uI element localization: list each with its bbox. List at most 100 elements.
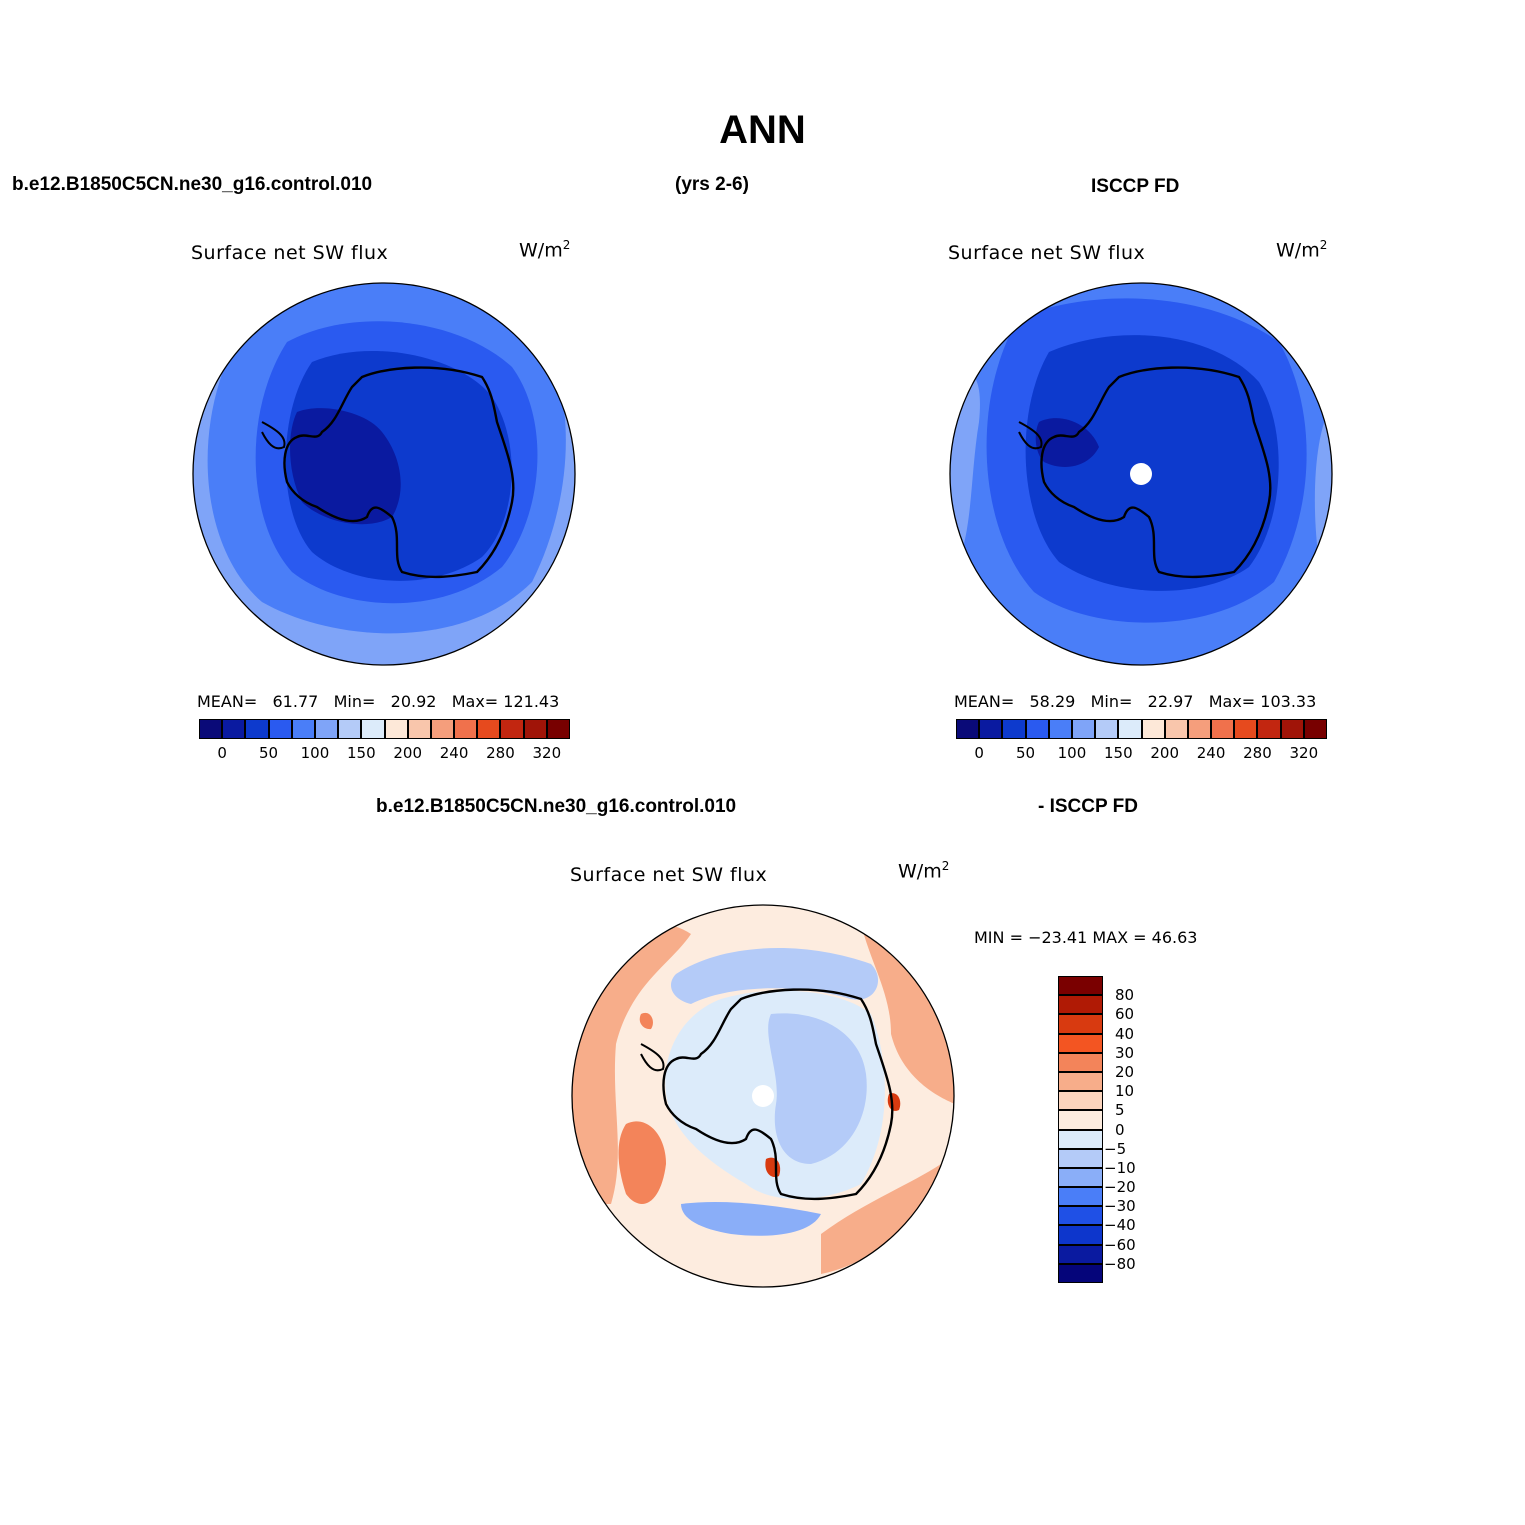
colorbar-cell: [1058, 1052, 1103, 1072]
colorbar-cell: [222, 719, 246, 739]
colorbar-cell: [1257, 719, 1281, 739]
colorbar-tick-label: 30: [1115, 1043, 1135, 1062]
panel1-colorbar-labels: 0 50 100 150 200 240 280 320: [199, 744, 570, 764]
colorbar-cell: [1211, 719, 1235, 739]
colorbar-cell: [1058, 1187, 1103, 1207]
panel3-minmax: MIN = −23.41 MAX = 46.63: [974, 928, 1198, 947]
panel3-antarctic-coastline: [662, 988, 894, 1201]
colorbar-cell: [477, 719, 501, 739]
colorbar-tick-label: 0: [1115, 1120, 1125, 1139]
colorbar-cell: [1058, 1263, 1103, 1283]
colorbar-cell: [407, 719, 431, 739]
panel2-antarctic-coastline: [1040, 366, 1272, 579]
colorbar-tick-label: 200: [1150, 744, 1179, 762]
colorbar-tick-label: 80: [1115, 986, 1135, 1005]
bottom-obs-label: - ISCCP FD: [1038, 796, 1138, 817]
colorbar-cell: [1095, 719, 1119, 739]
colorbar-tick-label: 320: [1289, 744, 1319, 762]
colorbar-cell: [546, 719, 570, 739]
panel2-mean-label: MEAN=: [954, 692, 1015, 711]
colorbar-cell: [523, 719, 547, 739]
colorbar-tick-label: 0: [974, 744, 984, 762]
units-power: 2: [941, 859, 950, 873]
colorbar-tick-label: −5: [1104, 1139, 1127, 1158]
panel2-stats: MEAN= 58.29 Min= 22.97 Max= 103.33: [954, 692, 1316, 711]
colorbar-cell: [1141, 719, 1165, 739]
colorbar-cell: [1164, 719, 1188, 739]
colorbar-cell: [1118, 719, 1142, 739]
colorbar-cell: [314, 719, 339, 739]
colorbar-tick-label: 20: [1115, 1062, 1135, 1081]
colorbar-tick-label: −60: [1104, 1235, 1136, 1254]
units-power: 2: [1319, 238, 1328, 252]
units-prefix: W/m: [519, 239, 563, 262]
panel2-units-label: W/m2: [1276, 238, 1327, 261]
colorbar-cell: [1187, 719, 1212, 739]
panel1-min-label: Min=: [333, 692, 376, 711]
units-prefix: W/m: [898, 860, 942, 883]
panel2-colorbar: [956, 719, 1327, 739]
colorbar-tick-label: −20: [1104, 1178, 1136, 1197]
panel3-colorbar: [1058, 976, 1103, 1283]
top-years-label: (yrs 2-6): [675, 174, 749, 195]
colorbar-tick-label: 50: [259, 744, 279, 762]
panel1-variable-label: Surface net SW flux: [191, 242, 389, 264]
panel1-colorbar: [199, 719, 570, 739]
colorbar-tick-label: 280: [1243, 744, 1272, 762]
panel2-min-value: 22.97: [1147, 692, 1194, 711]
panel1-min-value: 20.92: [390, 692, 437, 711]
colorbar-cell: [1058, 1014, 1103, 1034]
colorbar-tick-label: 280: [486, 744, 515, 762]
top-right-obs-label: ISCCP FD: [1091, 176, 1180, 197]
colorbar-cell: [1058, 1033, 1103, 1053]
panel2-min-label: Min=: [1090, 692, 1133, 711]
colorbar-cell: [1048, 719, 1072, 739]
colorbar-cell: [1280, 719, 1304, 739]
top-left-case-label: b.e12.B1850C5CN.ne30_g16.control.010: [12, 174, 373, 195]
units-prefix: W/m: [1276, 239, 1320, 262]
page-title: ANN: [719, 108, 806, 152]
panel3-polar-map: [571, 904, 955, 1288]
panel1-mean-label: MEAN=: [197, 692, 258, 711]
colorbar-cell: [268, 719, 292, 739]
panel1-max-label: Max=: [451, 692, 499, 711]
colorbar-cell: [1234, 719, 1258, 739]
colorbar-cell: [1058, 1110, 1103, 1130]
colorbar-cell: [1002, 719, 1026, 739]
panel2-variable-label: Surface net SW flux: [948, 242, 1146, 264]
colorbar-tick-label: 60: [1115, 1005, 1135, 1024]
panel1-antarctic-coastline: [283, 366, 515, 579]
colorbar-tick-label: −30: [1104, 1197, 1136, 1216]
colorbar-cell: [979, 719, 1003, 739]
colorbar-cell: [1058, 1167, 1103, 1188]
colorbar-cell: [1058, 1091, 1103, 1111]
colorbar-tick-label: 40: [1115, 1024, 1135, 1043]
colorbar-tick-label: 240: [439, 744, 469, 762]
panel1-mean-value: 61.77: [272, 692, 319, 711]
panel1-max-value: 121.43: [503, 692, 560, 711]
panel2-colorbar-labels: 0 50 100 150 200 240 280 320: [956, 744, 1327, 764]
colorbar-cell: [1058, 1206, 1103, 1226]
colorbar-cell: [338, 719, 362, 739]
colorbar-cell: [199, 719, 223, 739]
colorbar-cell: [454, 719, 478, 739]
colorbar-cell: [1058, 1225, 1103, 1245]
colorbar-tick-label: 5: [1115, 1101, 1125, 1120]
colorbar-cell: [291, 719, 315, 739]
colorbar-cell: [1058, 995, 1103, 1015]
colorbar-cell: [956, 719, 980, 739]
colorbar-tick-label: 50: [1016, 744, 1036, 762]
colorbar-cell: [1058, 1148, 1103, 1168]
colorbar-cell: [384, 719, 408, 739]
colorbar-tick-label: 100: [300, 744, 330, 762]
colorbar-tick-label: −80: [1104, 1254, 1136, 1273]
panel1-units-label: W/m2: [519, 238, 570, 261]
colorbar-tick-label: −10: [1104, 1158, 1136, 1177]
colorbar-tick-label: 0: [217, 744, 227, 762]
colorbar-cell: [500, 719, 524, 739]
panel3-units-label: W/m2: [898, 859, 949, 882]
colorbar-tick-label: 10: [1115, 1082, 1135, 1101]
panel2-max-label: Max=: [1208, 692, 1256, 711]
panel2-polar-map: [949, 282, 1333, 666]
colorbar-tick-label: 200: [393, 744, 422, 762]
